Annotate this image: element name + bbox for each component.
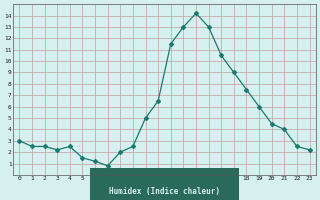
X-axis label: Humidex (Indice chaleur): Humidex (Indice chaleur) <box>109 187 220 196</box>
